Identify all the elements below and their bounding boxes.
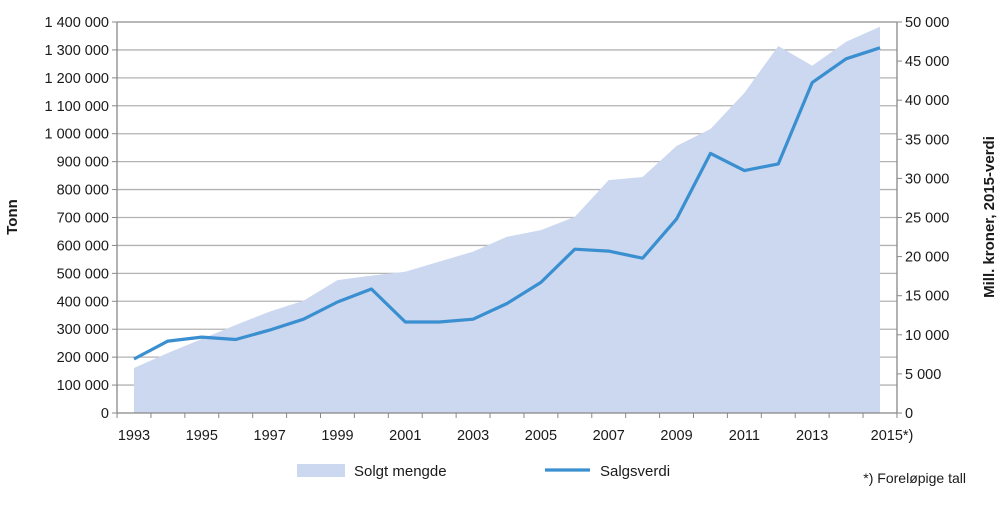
left-tick-label: 1 100 000 [44,99,109,115]
left-tick-label: 1 400 000 [44,15,109,31]
left-tick-label: 1 300 000 [44,43,109,59]
footnote: *) Foreløpige tall [863,470,966,486]
left-tick-label: 1 000 000 [44,127,109,143]
x-tick-label: 2005 [525,428,557,444]
x-tick-label: 1999 [321,428,353,444]
left-tick-label: 0 [101,406,109,422]
left-tick-label: 300 000 [57,322,109,338]
right-tick-label: 10 000 [905,328,949,344]
left-tick-label: 100 000 [57,378,109,394]
left-tick-label: 1 200 000 [44,71,109,87]
left-tick-label: 400 000 [57,294,109,310]
x-tick-label: 1995 [186,428,218,444]
x-tick-label: 1993 [118,428,150,444]
line-salgsverdi [133,46,881,361]
legend-label-line: Salgsverdi [600,463,670,480]
right-axis-ticks: 0 5 000 10 000 15 000 20 000 25 000 30 000 35 0… [897,15,949,422]
x-tick-label: 2003 [457,428,489,444]
x-tick-label: 2011 [729,428,760,444]
right-tick-label: 30 000 [905,171,949,187]
left-tick-label: 600 000 [57,238,109,254]
left-tick-label: 700 000 [57,211,109,227]
left-axis-ticks: 0 100 000 200 000 300 000 400 000 500 000 600 … [44,15,117,422]
right-tick-label: 20 000 [905,250,949,266]
left-tick-label: 500 000 [57,266,109,282]
right-tick-label: 40 000 [905,93,949,109]
right-tick-label: 25 000 [905,211,949,227]
right-tick-label: 45 000 [905,54,949,70]
x-tick-label: 2013 [796,428,828,444]
legend-swatch-area [297,464,345,477]
x-tick-label: 1997 [254,428,286,444]
x-tick-label: 2015*) [871,428,914,444]
right-tick-label: 35 000 [905,132,949,148]
right-tick-label: 0 [905,406,913,422]
area-solgt-mengde [134,26,880,413]
y-axis-label-right: Mill. kroner, 2015-verdi [981,136,998,298]
left-tick-label: 900 000 [57,155,109,171]
left-tick-label: 200 000 [57,350,109,366]
left-tick-label: 800 000 [57,183,109,199]
y-axis-label-left: Tonn [4,199,21,235]
right-tick-label: 15 000 [905,289,949,305]
right-tick-label: 50 000 [905,15,949,31]
x-tick-label: 2001 [389,428,421,444]
right-tick-label: 5 000 [905,367,941,383]
x-tick-label: 2007 [593,428,625,444]
x-axis-ticks: 1993 1995 1997 1999 2001 2003 2005 2007 2009 2011… [116,413,914,444]
x-tick-label: 2009 [660,428,692,444]
legend-label-area: Solgt mengde [354,463,447,480]
